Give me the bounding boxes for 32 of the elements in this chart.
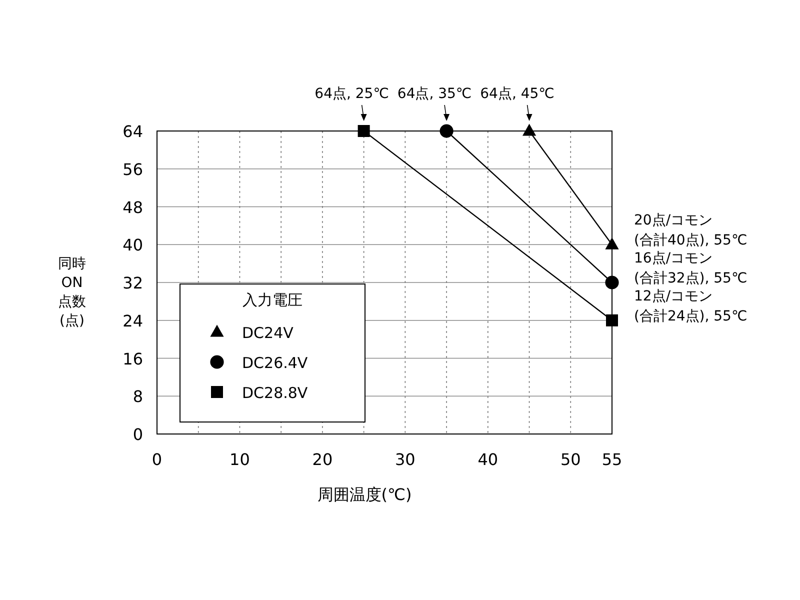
annotation: 16点/コモン (合計32点), 55℃ <box>634 250 748 286</box>
annotation: 64点, 35℃ <box>397 86 472 102</box>
y-tick-label: 24 <box>122 311 143 330</box>
x-axis-title: 周囲温度(℃) <box>317 485 412 504</box>
y-tick-label: 8 <box>132 387 143 406</box>
y-axis-title: 同時 ON 点数 (点) <box>58 256 86 329</box>
y-tick-label: 40 <box>122 236 143 255</box>
x-tick-label: 20 <box>312 450 333 469</box>
annotation: 20点/コモン (合計40点), 55℃ <box>634 212 748 249</box>
y-tick-label: 56 <box>122 160 143 179</box>
x-tick-label: 10 <box>230 450 250 469</box>
point <box>440 124 454 138</box>
point <box>606 314 618 326</box>
x-tick-label: 30 <box>395 450 416 469</box>
annotation: 64点, 45℃ <box>480 86 554 102</box>
legend-title: 入力電圧 <box>242 291 302 309</box>
x-tick-label: 50 <box>560 450 581 469</box>
y-tick-label: 0 <box>132 425 143 444</box>
y-tick-label: 48 <box>122 198 143 217</box>
y-tick-label: 16 <box>122 349 143 368</box>
y-tick-label: 64 <box>122 122 143 141</box>
x-tick-label: 55 <box>602 450 622 469</box>
annotation: 64点, 25℃ <box>314 86 389 102</box>
y-tick-label: 32 <box>122 274 143 292</box>
point <box>605 276 619 290</box>
annotation: 12点/コモン (合計24点), 55℃ <box>634 288 748 324</box>
point <box>358 125 370 137</box>
x-tick-label: 40 <box>478 450 498 469</box>
legend-label: DC28.8V <box>242 384 308 402</box>
x-tick-label: 0 <box>152 450 162 469</box>
legend-label: DC24V <box>242 324 294 342</box>
legend-label: DC26.4V <box>242 354 308 372</box>
